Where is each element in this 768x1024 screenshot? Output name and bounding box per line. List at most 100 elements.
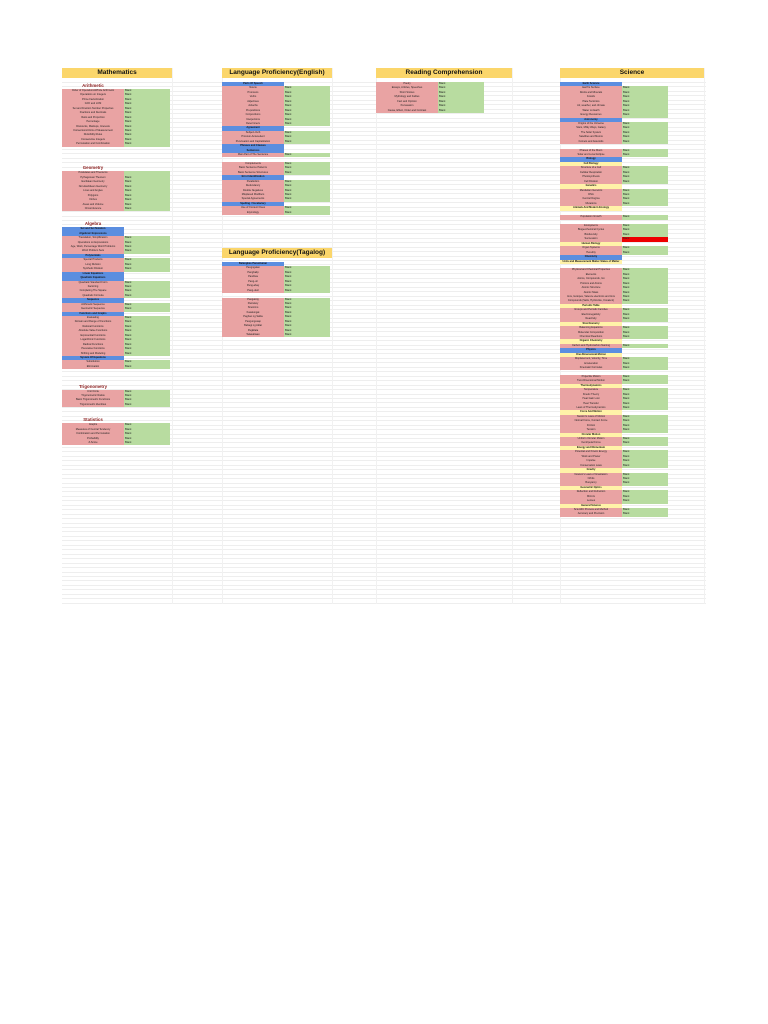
topic-label[interactable]: Two-Dimensional Motion (560, 379, 622, 384)
topic-label[interactable]: Panghalip (222, 270, 284, 276)
topic-label[interactable]: Organic Chemistry (560, 339, 622, 344)
status-cell[interactable]: Blank (622, 334, 668, 340)
topic-label[interactable]: Sentences (222, 148, 284, 153)
topic-label[interactable]: Piecewise Functions (62, 347, 124, 352)
status-cell[interactable]: Blank (622, 308, 668, 313)
topic-label[interactable]: Operations on Expressions (62, 240, 124, 245)
topic-label[interactable]: Orbits (560, 476, 622, 482)
topic-label[interactable]: Circular Motion (560, 432, 622, 437)
topic-label[interactable]: Agreement (222, 126, 284, 131)
topic-label[interactable]: Polynomials (62, 253, 124, 259)
topic-label[interactable]: Postulates and Theorems (62, 171, 124, 176)
status-cell[interactable]: Blank (124, 316, 170, 321)
topic-label[interactable]: Organ Systems (560, 246, 622, 251)
status-cell[interactable]: Blank (622, 290, 668, 295)
status-cell[interactable]: Blank (284, 130, 330, 136)
topic-label[interactable]: Pantukoy (222, 301, 284, 307)
status-cell[interactable]: Blank (622, 405, 668, 411)
topic-label[interactable]: Thermodynamics (560, 383, 622, 389)
status-cell[interactable]: Blank (124, 189, 170, 194)
status-cell[interactable]: Blank (622, 90, 668, 96)
topic-label[interactable]: Groups and Periodic Families (560, 308, 622, 313)
topic-label[interactable]: Percentage (62, 120, 124, 125)
topic-label[interactable]: Scientific Process and Method (560, 508, 622, 513)
topic-label[interactable]: Trigonometric Identities (62, 402, 124, 408)
status-cell[interactable]: Blank (284, 192, 330, 198)
status-cell[interactable]: Blank (622, 237, 668, 242)
status-cell[interactable]: Blank (124, 184, 170, 190)
topic-label[interactable]: Pandiwa (222, 275, 284, 280)
status-cell[interactable]: Blank (622, 499, 668, 504)
topic-label[interactable]: Statistics (83, 417, 103, 423)
topic-label[interactable]: Punctuation and Capitalization (222, 139, 284, 145)
status-cell[interactable]: Blank (124, 245, 170, 250)
topic-label[interactable]: Evaluating (62, 316, 124, 321)
status-cell[interactable]: Blank (622, 197, 668, 202)
topic-label[interactable]: Quadratic Standard Form (62, 280, 124, 285)
status-cell[interactable]: Blank (622, 86, 668, 91)
status-cell[interactable]: Blank (622, 179, 668, 185)
topic-label[interactable]: Domain and Range of Functions (62, 320, 124, 325)
topic-label[interactable]: Divisibility Rules (62, 133, 124, 138)
topic-label[interactable]: Essays, Articles, Speeches (376, 86, 438, 91)
topic-label[interactable]: The Solar System (560, 130, 622, 136)
topic-label[interactable]: Solar and Lunar Eclipse (560, 153, 622, 158)
status-cell[interactable]: Blank (622, 508, 668, 513)
topic-label[interactable]: Permutation and Combination (62, 142, 124, 147)
topic-label[interactable]: Electronegativity (560, 312, 622, 318)
status-cell[interactable]: Blank (124, 427, 170, 433)
status-cell[interactable]: Blank (622, 153, 668, 158)
topic-label[interactable]: Pythagorean Theorem (62, 175, 124, 181)
topic-label[interactable]: Human Biology (560, 241, 622, 247)
topic-label[interactable]: Origins of the Universe (560, 121, 622, 127)
status-cell[interactable]: Blank (124, 398, 170, 403)
topic-label[interactable]: Functions and Graphs (62, 311, 124, 316)
topic-label[interactable]: Long Division (62, 262, 124, 268)
topic-label[interactable]: Radical Functions (62, 342, 124, 348)
status-cell[interactable]: Blank (284, 117, 330, 122)
status-cell[interactable]: Blank (622, 472, 668, 477)
status-cell[interactable] (124, 383, 170, 390)
topic-label[interactable]: Newton's Laws of Gravitation (560, 472, 622, 477)
status-cell[interactable]: Blank (438, 86, 484, 91)
status-cell[interactable]: Blank (124, 436, 170, 441)
topic-label[interactable]: Biology (560, 157, 622, 162)
topic-label[interactable]: Elements (560, 272, 622, 278)
topic-label[interactable]: Mendelian Genetics (560, 188, 622, 193)
status-cell[interactable]: Blank (622, 201, 668, 207)
status-cell[interactable]: Blank (124, 120, 170, 125)
topic-label[interactable]: Central Dogma (560, 197, 622, 202)
status-cell[interactable]: Blank (124, 351, 170, 356)
status-cell[interactable]: Blank (124, 389, 170, 394)
status-cell[interactable]: Blank (124, 360, 170, 365)
status-cell[interactable]: Blank (622, 228, 668, 233)
status-cell[interactable]: Blank (124, 93, 170, 98)
status-cell[interactable]: Blank (622, 379, 668, 384)
status-cell[interactable]: Blank (284, 166, 330, 171)
status-cell[interactable]: Blank (622, 428, 668, 433)
status-cell[interactable]: Blank (284, 139, 330, 145)
topic-label[interactable]: Stoichiometry (560, 321, 622, 327)
status-cell[interactable]: Blank (622, 148, 668, 153)
status-cell[interactable]: Blank (124, 324, 170, 330)
status-cell[interactable]: Blank (284, 108, 330, 114)
status-cell[interactable]: Blank (622, 494, 668, 500)
topic-label[interactable]: Ions, Isotopes, Valence electrons and Io… (560, 295, 622, 300)
status-cell[interactable]: Blank (124, 249, 170, 254)
status-cell[interactable]: Blank (622, 317, 668, 322)
topic-label[interactable]: Friction (560, 423, 622, 429)
status-cell[interactable]: Blank (284, 301, 330, 307)
status-cell[interactable]: Blank (284, 306, 330, 311)
topic-label[interactable]: Work and Power (560, 454, 622, 460)
status-cell[interactable]: Blank (124, 133, 170, 138)
topic-label[interactable]: Phrases and Clauses (222, 144, 284, 149)
status-cell[interactable]: Blank (284, 95, 330, 100)
status-cell[interactable]: Blank (124, 198, 170, 203)
status-cell[interactable]: Blank (622, 388, 668, 393)
topic-label[interactable]: Physical and Chemical Properties (560, 268, 622, 273)
status-cell[interactable]: Blank (284, 210, 330, 216)
status-cell[interactable]: Blank (124, 267, 170, 272)
topic-label[interactable]: Factoring (62, 284, 124, 290)
status-cell[interactable]: Blank (622, 459, 668, 464)
topic-label[interactable]: Age, Work, Percentage Word Problems (62, 245, 124, 250)
